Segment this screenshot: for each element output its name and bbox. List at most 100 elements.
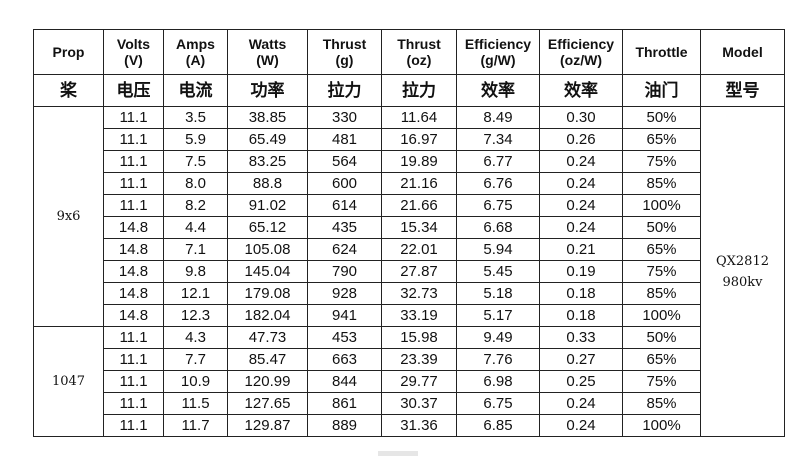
data-cell: 790 <box>307 260 382 283</box>
data-cell: 145.04 <box>227 260 308 283</box>
data-cell: 100% <box>622 414 701 437</box>
data-cell: 127.65 <box>227 392 308 415</box>
data-cell: 614 <box>307 194 382 217</box>
data-cell: 0.24 <box>539 414 623 437</box>
table-row: 1047 11.1 4.3 47.73 453 15.98 9.49 0.33 50% <box>33 326 785 437</box>
data-cell: 0.24 <box>539 216 623 239</box>
header-amps-zh: 电流 <box>163 74 228 107</box>
data-cell: 50% <box>622 326 701 349</box>
data-cell: 481 <box>307 128 382 151</box>
table-row: 11.1 10.9 120.99 844 29.77 6.98 0.25 75% <box>34 370 785 393</box>
data-cell: 15.34 <box>381 216 457 239</box>
data-cell: 14.8 <box>103 238 164 261</box>
data-cell: 0.27 <box>539 348 623 371</box>
table-row: 14.8 12.3 182.04 941 33.19 5.17 0.18 100% <box>34 304 785 327</box>
data-cell: 0.25 <box>539 370 623 393</box>
data-cell: 6.76 <box>456 172 540 195</box>
data-cell: 0.21 <box>539 238 623 261</box>
data-cell: 0.18 <box>539 304 623 327</box>
data-cell: 75% <box>622 150 701 173</box>
data-cell: 182.04 <box>227 304 308 327</box>
data-cell: 9.8 <box>163 260 228 283</box>
table-row: 11.1 8.2 91.02 614 21.66 6.75 0.24 100% <box>34 194 785 217</box>
header-prop: Prop <box>33 29 104 75</box>
data-cell: 29.77 <box>381 370 457 393</box>
data-cell: 0.30 <box>539 106 623 129</box>
header-thrust-g-zh: 拉力 <box>307 74 382 107</box>
data-cell: 0.24 <box>539 172 623 195</box>
data-cell: 5.18 <box>456 282 540 305</box>
data-cell: 11.1 <box>103 150 164 173</box>
data-cell: 5.9 <box>163 128 228 151</box>
data-cell: 85% <box>622 172 701 195</box>
table-row: 11.1 8.0 88.8 600 21.16 6.76 0.24 85% <box>34 172 785 195</box>
data-cell: 75% <box>622 260 701 283</box>
header-watts: Watts (W) <box>227 29 308 75</box>
data-cell: 12.3 <box>163 304 228 327</box>
data-cell: 7.5 <box>163 150 228 173</box>
data-cell: 941 <box>307 304 382 327</box>
header-efficiency-oz: Efficiency (oz/W) <box>539 29 623 75</box>
data-cell: 32.73 <box>381 282 457 305</box>
data-cell: 75% <box>622 370 701 393</box>
data-cell: 11.7 <box>163 414 228 437</box>
data-cell: 4.4 <box>163 216 228 239</box>
data-cell: 624 <box>307 238 382 261</box>
data-cell: 6.85 <box>456 414 540 437</box>
data-cell: 120.99 <box>227 370 308 393</box>
model-name: QX2812 <box>716 253 769 269</box>
header-amps: Amps (A) <box>163 29 228 75</box>
header-model: Model <box>700 29 785 75</box>
table-row: 14.8 9.8 145.04 790 27.87 5.45 0.19 75% <box>34 260 785 283</box>
data-cell: 15.98 <box>381 326 457 349</box>
data-cell: 50% <box>622 216 701 239</box>
header-throttle: Throttle <box>622 29 701 75</box>
data-cell: 22.01 <box>381 238 457 261</box>
data-cell: 65% <box>622 238 701 261</box>
data-cell: 6.75 <box>456 194 540 217</box>
table-row: 14.8 12.1 179.08 928 32.73 5.18 0.18 85% <box>34 282 785 305</box>
header-prop-zh: 桨 <box>33 74 104 107</box>
prop-cell: 1047 <box>33 326 104 437</box>
data-cell: 600 <box>307 172 382 195</box>
table-row: 11.1 5.9 65.49 481 16.97 7.34 0.26 65% <box>34 128 785 151</box>
header-efficiency-g-zh: 效率 <box>456 74 540 107</box>
data-cell: 21.66 <box>381 194 457 217</box>
data-cell: 928 <box>307 282 382 305</box>
data-cell: 435 <box>307 216 382 239</box>
data-cell: 65% <box>622 348 701 371</box>
table-body: 9x6 11.1 3.5 38.85 330 11.64 8.49 0.30 50% QX2812… <box>33 106 785 437</box>
data-cell: 14.8 <box>103 304 164 327</box>
table-row: 11.1 7.7 85.47 663 23.39 7.76 0.27 65% <box>34 348 785 371</box>
data-cell: 83.25 <box>227 150 308 173</box>
data-cell: 7.76 <box>456 348 540 371</box>
data-cell: 91.02 <box>227 194 308 217</box>
data-cell: 14.8 <box>103 282 164 305</box>
header-row-english: Prop Volts (V) Amps (A) Watts (W) Thrust (g)… <box>33 29 785 75</box>
data-cell: 9.49 <box>456 326 540 349</box>
header-efficiency-g: Efficiency (g/W) <box>456 29 540 75</box>
data-cell: 11.1 <box>103 172 164 195</box>
data-cell: 105.08 <box>227 238 308 261</box>
header-thrust-oz: Thrust (oz) <box>381 29 457 75</box>
data-cell: 11.1 <box>103 370 164 393</box>
data-cell: 85% <box>622 282 701 305</box>
data-cell: 11.1 <box>103 326 164 349</box>
data-cell: 5.94 <box>456 238 540 261</box>
performance-table: Prop Volts (V) Amps (A) Watts (W) Thrust (g)… <box>33 29 785 437</box>
data-cell: 8.49 <box>456 106 540 129</box>
data-cell: 85% <box>622 392 701 415</box>
header-volts-zh: 电压 <box>103 74 164 107</box>
data-cell: 0.26 <box>539 128 623 151</box>
data-cell: 16.97 <box>381 128 457 151</box>
data-cell: 889 <box>307 414 382 437</box>
data-cell: 0.24 <box>539 392 623 415</box>
header-volts: Volts (V) <box>103 29 164 75</box>
data-cell: 0.33 <box>539 326 623 349</box>
data-cell: 30.37 <box>381 392 457 415</box>
data-cell: 7.7 <box>163 348 228 371</box>
data-cell: 6.68 <box>456 216 540 239</box>
header-thrust-g: Thrust (g) <box>307 29 382 75</box>
data-cell: 11.1 <box>103 194 164 217</box>
data-cell: 11.1 <box>103 106 164 129</box>
